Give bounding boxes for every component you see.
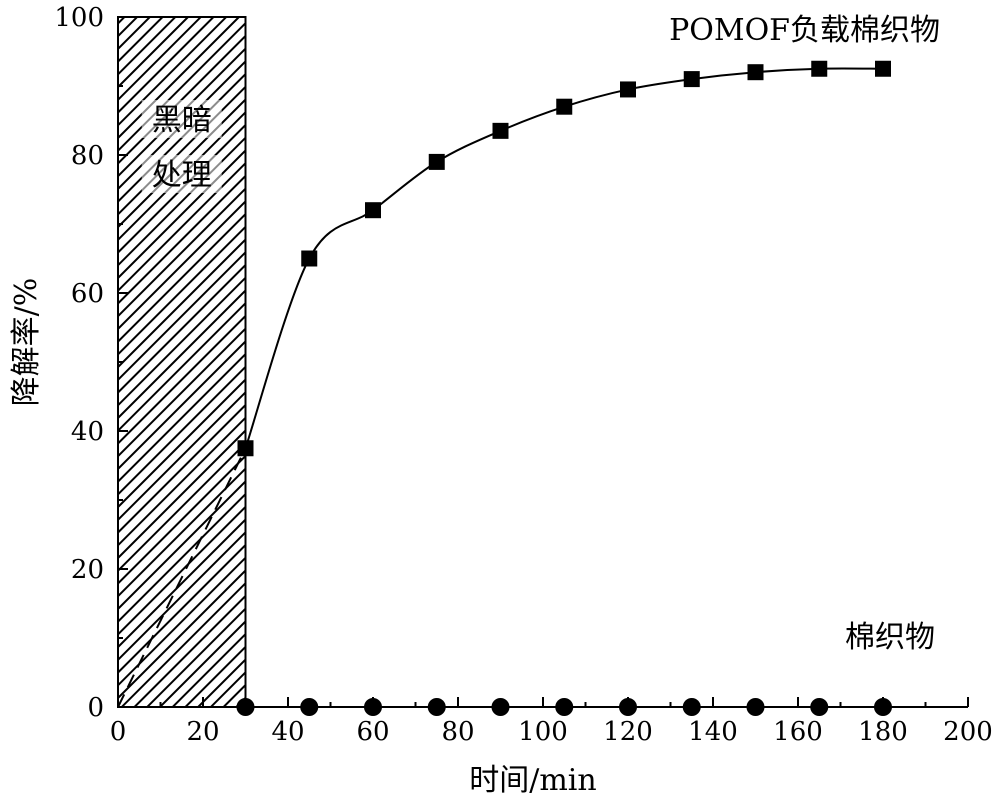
series-0-point: [428, 153, 445, 170]
x-axis-title: 时间/min: [469, 763, 596, 798]
x-tick-label: 60: [356, 717, 389, 747]
x-tick-label: 40: [271, 717, 304, 747]
y-tick-label: 20: [71, 555, 104, 585]
series-label-cotton: 棉织物: [845, 620, 935, 655]
series-label-pomof: POMOF负载棉织物: [669, 13, 940, 48]
series-layer: [117, 60, 892, 716]
series-1-point: [746, 698, 765, 716]
series-line-0: [244, 67, 884, 449]
x-tick-label: 200: [943, 717, 993, 747]
series-1-point: [364, 698, 382, 716]
y-axis-title: 降解率/%: [9, 278, 44, 407]
y-tick-label: 60: [71, 279, 104, 309]
series-1-point: [810, 698, 829, 716]
series-1-point: [491, 698, 510, 716]
series-0-point: [556, 98, 573, 115]
x-tick-label: 0: [110, 717, 127, 747]
x-tick-label: 140: [688, 717, 738, 747]
series-0-point: [301, 250, 318, 267]
series-0-point: [683, 71, 700, 88]
x-tick-label: 100: [518, 717, 568, 747]
series-1-point: [427, 698, 446, 716]
dark-treatment-label: 黑暗 处理: [141, 100, 222, 193]
series-0-point: [747, 64, 764, 81]
series-1-point: [682, 698, 701, 716]
dark-label-line-2: 处理: [152, 158, 212, 193]
series-1-point: [619, 698, 637, 716]
dark-label-line-1: 黑暗: [152, 103, 212, 138]
y-tick-label: 0: [87, 693, 104, 723]
series-0-point: [365, 202, 381, 219]
x-tick-label: 20: [186, 717, 219, 747]
series-0-point: [811, 60, 828, 77]
x-tick-label: 120: [603, 717, 653, 747]
x-tick-label: 180: [858, 717, 908, 747]
dark-phase-dashed-line: [117, 447, 247, 708]
series-1-point: [236, 698, 255, 716]
series-1-point: [874, 698, 892, 716]
series-0-point: [875, 60, 891, 77]
y-tick-label: 80: [71, 141, 104, 171]
series-0-point: [620, 81, 636, 98]
x-tick-label: 80: [441, 717, 474, 747]
x-tick-label: 160: [773, 717, 823, 747]
series-0-point: [237, 440, 254, 457]
series-0-point: [492, 122, 509, 139]
series-1-point: [300, 698, 319, 716]
series-1-point: [555, 698, 574, 716]
y-tick-label: 40: [71, 417, 104, 447]
y-tick-label: 100: [54, 3, 104, 33]
